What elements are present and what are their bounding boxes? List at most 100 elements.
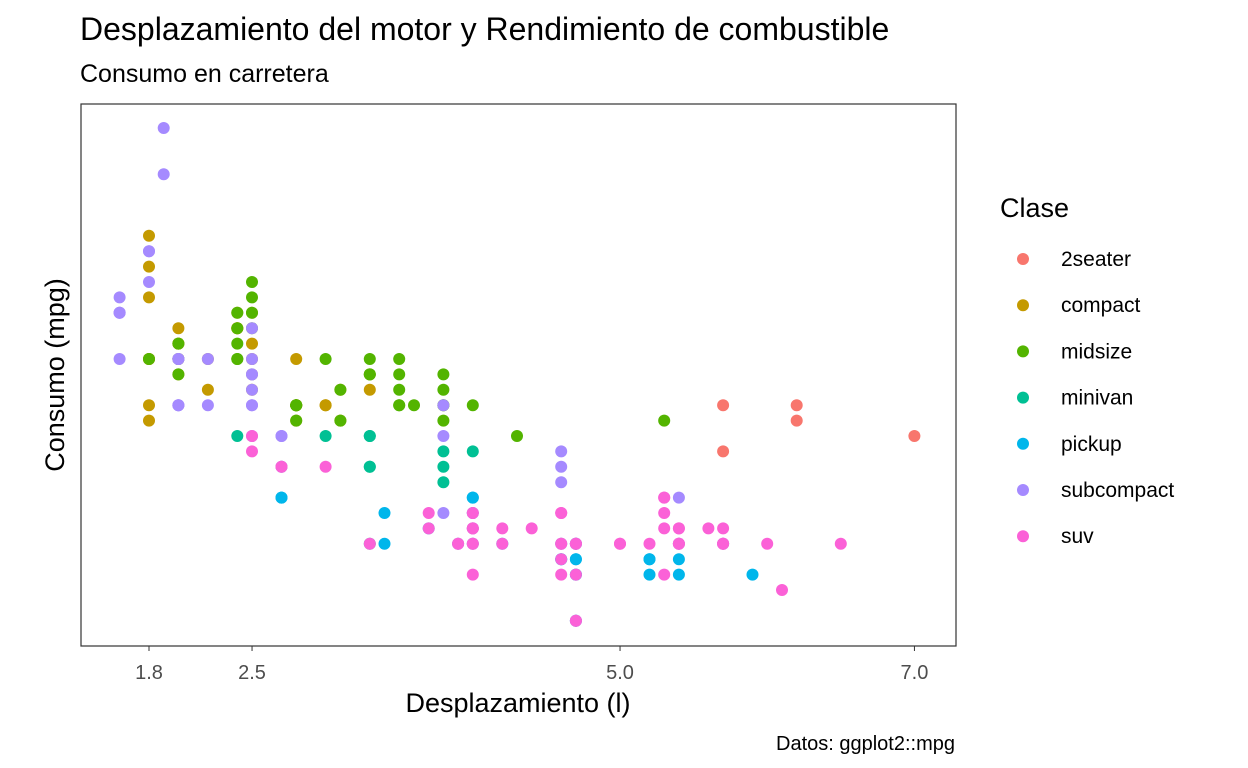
point-subcompact-27 — [172, 353, 185, 365]
point-subcompact-9 — [157, 122, 170, 134]
point-pickup-19 — [672, 568, 685, 581]
point-2seater-3 — [790, 414, 803, 427]
point-midsize-35 — [172, 368, 185, 381]
point-suv-39 — [363, 537, 376, 550]
point-midsize-17 — [363, 368, 376, 381]
point-midsize-16 — [319, 353, 332, 365]
legend-key-midsize — [1017, 345, 1029, 358]
point-subcompact-5 — [143, 276, 155, 288]
legend-label-minivan: minivan — [1061, 387, 1133, 410]
point-subcompact-28 — [246, 399, 258, 412]
point-subcompact-0 — [113, 291, 126, 304]
x-tick-label: 5.0 — [606, 662, 634, 684]
point-subcompact-34 — [275, 430, 288, 442]
point-midsize-4 — [408, 399, 420, 412]
point-suv-1 — [658, 568, 671, 581]
point-suv-18 — [717, 522, 730, 535]
x-tick-label: 2.5 — [238, 662, 266, 684]
point-subcompact-19 — [437, 430, 450, 442]
point-subcompact-10 — [157, 168, 170, 181]
point-compact-8 — [143, 414, 155, 427]
point-suv-46 — [555, 553, 568, 566]
point-midsize-0 — [231, 337, 244, 350]
point-midsize-22 — [437, 414, 450, 427]
point-pickup-4 — [378, 537, 391, 550]
point-suv-42 — [569, 568, 582, 581]
point-suv-43 — [658, 522, 671, 535]
point-pickup-28 — [466, 491, 479, 504]
point-pickup-23 — [643, 553, 656, 566]
legend-label-2seater: 2seater — [1061, 248, 1131, 271]
point-suv-6 — [717, 537, 730, 550]
point-pickup-14 — [746, 568, 759, 581]
x-tick-label: 7.0 — [901, 662, 929, 684]
plot-panel — [80, 103, 957, 647]
legend-key-minivan — [1017, 391, 1029, 404]
point-midsize-21 — [437, 383, 450, 396]
point-pickup-12 — [643, 568, 656, 581]
point-midsize-26 — [511, 430, 523, 442]
point-subcompact-31 — [201, 353, 214, 365]
point-midsize-32 — [290, 414, 303, 427]
point-compact-24 — [143, 229, 155, 242]
point-subcompact-7 — [143, 245, 155, 258]
point-minivan-0 — [231, 430, 244, 442]
point-minivan-1 — [319, 430, 332, 442]
chart-title: Desplazamiento del motor y Rendimiento d… — [80, 11, 889, 47]
point-compact-2 — [172, 322, 185, 335]
point-midsize-15 — [231, 353, 244, 365]
point-minivan-9 — [437, 445, 450, 458]
point-suv-44 — [658, 507, 671, 519]
legend-key-2seater — [1017, 253, 1029, 265]
legend-label-suv: suv — [1061, 525, 1094, 548]
point-subcompact-4 — [113, 306, 126, 319]
legend-key-suv — [1017, 530, 1029, 543]
point-suv-25 — [555, 537, 568, 550]
point-2seater-0 — [717, 399, 730, 412]
point-subcompact-23 — [555, 445, 568, 458]
point-compact-20 — [363, 383, 376, 396]
point-midsize-7 — [246, 291, 258, 304]
point-subcompact-15 — [246, 383, 258, 396]
point-suv-38 — [319, 460, 332, 473]
point-pickup-2 — [275, 491, 288, 504]
point-midsize-10 — [437, 368, 450, 381]
point-suv-37 — [525, 522, 538, 535]
point-suv-2 — [658, 491, 671, 504]
point-minivan-5 — [363, 430, 376, 442]
point-midsize-1 — [231, 306, 244, 319]
point-pickup-3 — [378, 507, 391, 519]
point-pickup-26 — [569, 553, 582, 566]
point-suv-15 — [643, 537, 656, 550]
point-midsize-19 — [393, 399, 406, 412]
point-midsize-18 — [393, 383, 406, 396]
legend-key-pickup — [1017, 437, 1029, 450]
legend-title: Clase — [1000, 193, 1069, 223]
point-compact-18 — [319, 399, 332, 412]
point-compact-7 — [143, 399, 155, 412]
point-2seater-4 — [908, 430, 921, 442]
point-midsize-2 — [334, 383, 347, 396]
legend: Clase 2seater compact midsize minivan pickup… — [1000, 193, 1174, 548]
legend-key-compact — [1017, 299, 1029, 312]
point-subcompact-32 — [246, 368, 258, 381]
legend-key-subcompact — [1017, 484, 1029, 496]
point-midsize-8 — [363, 353, 376, 365]
point-midsize-33 — [143, 353, 155, 365]
legend-items: 2seater compact midsize minivan pickup subcom… — [1017, 248, 1174, 548]
point-midsize-24 — [393, 368, 406, 381]
x-axis-ticks: 1.8 2.5 5.0 7.0 — [135, 646, 928, 684]
point-subcompact-30 — [201, 399, 214, 412]
chart-subtitle: Consumo en carretera — [80, 60, 329, 88]
legend-label-subcompact: subcompact — [1061, 479, 1174, 502]
point-minivan-8 — [437, 476, 450, 489]
point-suv-33 — [466, 507, 479, 519]
point-suv-31 — [672, 522, 685, 535]
point-compact-26 — [143, 291, 155, 304]
point-minivan-3 — [363, 460, 376, 473]
point-suv-34 — [555, 507, 568, 519]
point-midsize-36 — [172, 337, 185, 350]
point-suv-35 — [614, 537, 626, 550]
point-suv-52 — [466, 522, 479, 535]
